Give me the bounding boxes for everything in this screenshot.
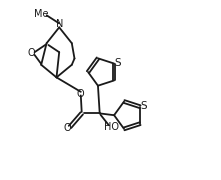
Text: N: N <box>56 19 64 29</box>
Text: O: O <box>63 123 71 133</box>
Text: S: S <box>141 101 147 111</box>
Text: HO: HO <box>104 122 119 132</box>
Text: O: O <box>76 89 84 99</box>
Text: O: O <box>27 48 35 58</box>
Text: S: S <box>115 58 121 68</box>
Text: Me: Me <box>34 9 48 19</box>
